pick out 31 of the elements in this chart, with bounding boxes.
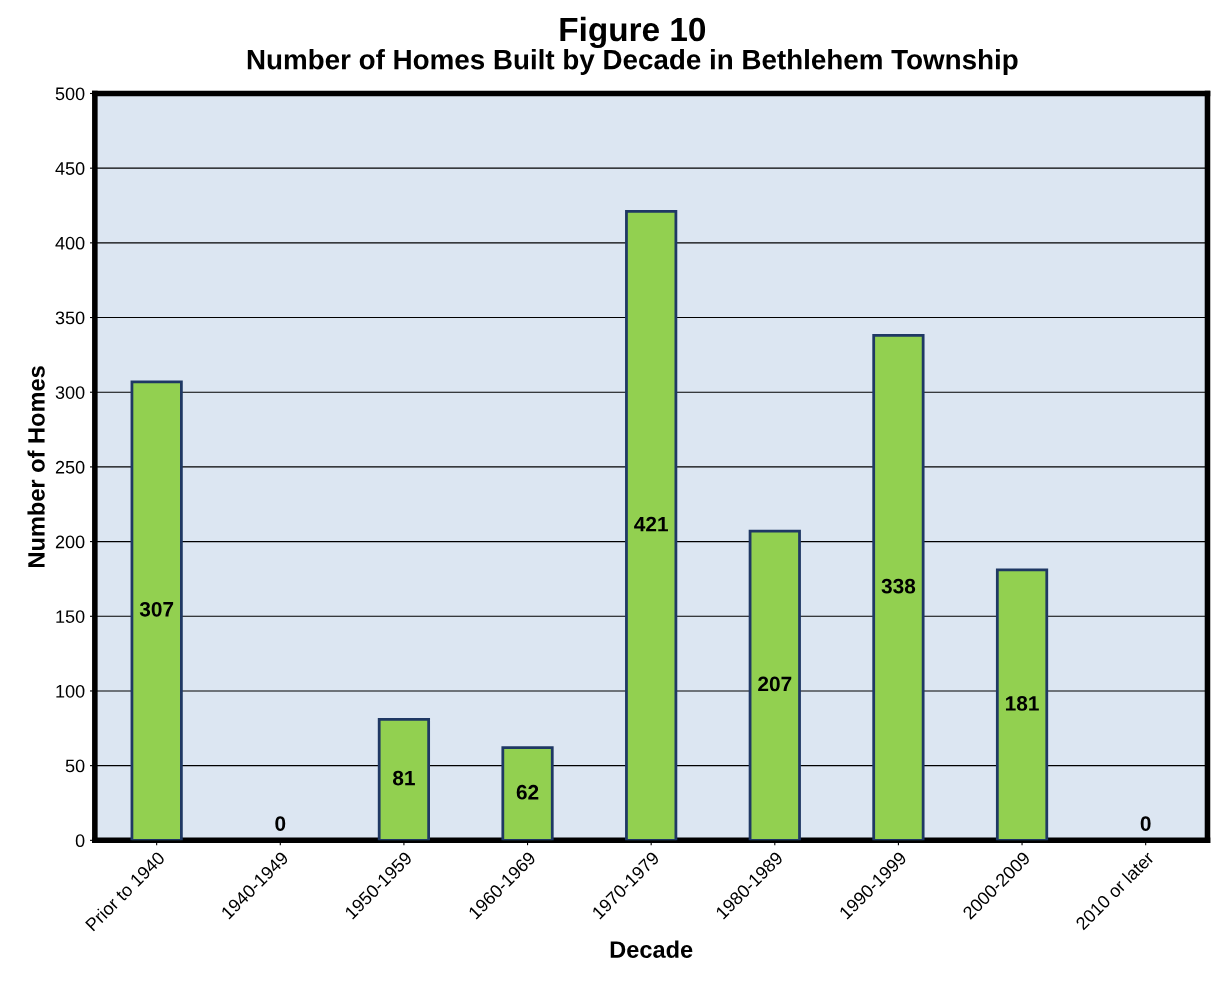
bar xyxy=(872,334,925,841)
y-tick-label: 50 xyxy=(65,759,85,773)
bar xyxy=(501,746,554,841)
chart-subtitle: Number of Homes Built by Decade in Bethlehem Township xyxy=(247,49,1018,75)
y-tick-label: 150 xyxy=(56,610,85,623)
bar xyxy=(377,717,431,841)
data-label: 181 xyxy=(1005,695,1039,711)
y-tick-label: 250 xyxy=(55,460,85,474)
data-label: 338 xyxy=(881,578,916,594)
data-label: 0 xyxy=(275,816,286,831)
bar xyxy=(995,568,1049,841)
y-tick-label: 400 xyxy=(55,236,85,250)
y-tick-label: 200 xyxy=(55,535,85,549)
y-tick-label: 350 xyxy=(55,311,85,325)
bar xyxy=(130,380,183,841)
data-label: 307 xyxy=(139,601,174,617)
data-label: 207 xyxy=(758,676,792,692)
y-tick-label: 450 xyxy=(55,162,85,175)
y-tick-label: 300 xyxy=(55,386,85,399)
data-label: 421 xyxy=(634,516,668,532)
data-label: 81 xyxy=(392,770,415,786)
x-axis-title: Decade xyxy=(610,940,693,958)
data-label: 0 xyxy=(1140,816,1151,831)
data-label: 62 xyxy=(516,784,539,800)
y-tick-label: 0 xyxy=(75,834,85,848)
bar xyxy=(748,529,801,841)
y-tick-label: 500 xyxy=(55,87,85,101)
y-axis-title: Number of Homes xyxy=(27,366,45,567)
bar xyxy=(625,210,678,841)
y-tick-label: 100 xyxy=(56,684,85,698)
chart-title: Figure 10 xyxy=(560,16,706,49)
